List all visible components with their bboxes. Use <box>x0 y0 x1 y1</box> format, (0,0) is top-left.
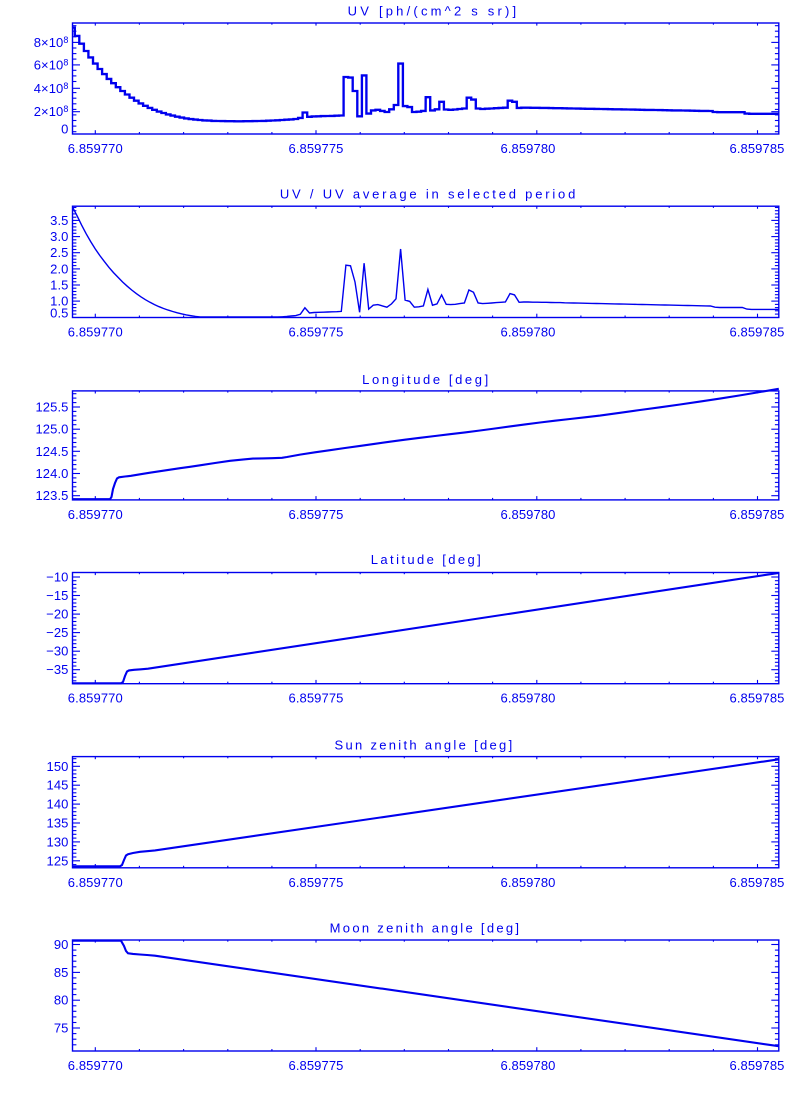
svg-text:0.5: 0.5 <box>50 306 68 321</box>
svg-text:UV / UV average in selected pe: UV / UV average in selected period <box>280 187 578 202</box>
svg-text:6.859770: 6.859770 <box>68 325 123 340</box>
svg-text:125: 125 <box>47 853 69 868</box>
svg-text:125.5: 125.5 <box>35 400 68 415</box>
svg-text:140: 140 <box>47 797 69 812</box>
svg-text:6.859775: 6.859775 <box>288 507 343 522</box>
svg-text:6.859785: 6.859785 <box>729 691 784 706</box>
svg-text:6.859780: 6.859780 <box>500 875 555 890</box>
svg-text:Sun zenith angle [deg]: Sun zenith angle [deg] <box>335 738 515 753</box>
svg-text:6.859775: 6.859775 <box>288 325 343 340</box>
svg-text:6.859770: 6.859770 <box>68 1058 123 1073</box>
svg-text:6.859775: 6.859775 <box>288 1058 343 1073</box>
svg-text:6.859780: 6.859780 <box>500 691 555 706</box>
svg-text:6.859780: 6.859780 <box>500 507 555 522</box>
svg-text:8×108: 8×108 <box>34 35 69 50</box>
svg-text:6.859780: 6.859780 <box>500 1058 555 1073</box>
svg-text:UV [ph/(cm^2 s sr)]: UV [ph/(cm^2 s sr)] <box>348 3 520 18</box>
svg-text:6.859785: 6.859785 <box>729 1058 784 1073</box>
svg-text:3.5: 3.5 <box>50 213 68 228</box>
svg-text:1.5: 1.5 <box>50 278 68 293</box>
svg-text:Moon zenith angle [deg]: Moon zenith angle [deg] <box>330 921 522 936</box>
svg-text:−15: −15 <box>46 588 68 603</box>
svg-text:6.859770: 6.859770 <box>68 141 123 156</box>
svg-text:−35: −35 <box>46 662 68 677</box>
svg-text:135: 135 <box>47 816 69 831</box>
svg-text:6.859785: 6.859785 <box>729 875 784 890</box>
svg-text:6.859785: 6.859785 <box>729 325 784 340</box>
svg-text:6.859770: 6.859770 <box>68 507 123 522</box>
svg-text:−25: −25 <box>46 625 68 640</box>
svg-text:2.5: 2.5 <box>50 245 68 260</box>
svg-text:6.859785: 6.859785 <box>729 141 784 156</box>
svg-text:6.859770: 6.859770 <box>68 875 123 890</box>
svg-text:6.859780: 6.859780 <box>500 141 555 156</box>
svg-text:130: 130 <box>47 834 69 849</box>
svg-text:2.0: 2.0 <box>50 261 68 276</box>
svg-text:124.0: 124.0 <box>35 466 68 481</box>
svg-text:6.859770: 6.859770 <box>68 691 123 706</box>
svg-text:−30: −30 <box>46 644 68 659</box>
svg-text:145: 145 <box>47 778 69 793</box>
svg-text:Latitude [deg]: Latitude [deg] <box>371 552 483 567</box>
svg-text:6×108: 6×108 <box>34 57 69 72</box>
svg-text:6.859775: 6.859775 <box>288 691 343 706</box>
svg-text:1.0: 1.0 <box>50 294 68 309</box>
svg-text:Longitude [deg]: Longitude [deg] <box>362 372 491 387</box>
svg-text:0: 0 <box>61 121 68 136</box>
svg-text:6.859775: 6.859775 <box>288 875 343 890</box>
svg-text:6.859775: 6.859775 <box>288 141 343 156</box>
svg-text:4×108: 4×108 <box>34 81 69 96</box>
svg-text:−20: −20 <box>46 607 68 622</box>
svg-text:123.5: 123.5 <box>35 488 68 503</box>
svg-text:90: 90 <box>54 937 69 952</box>
svg-text:85: 85 <box>54 965 69 980</box>
svg-text:80: 80 <box>54 993 69 1008</box>
svg-text:75: 75 <box>54 1021 69 1036</box>
svg-text:6.859785: 6.859785 <box>729 507 784 522</box>
svg-text:125.0: 125.0 <box>35 422 68 437</box>
svg-text:3.0: 3.0 <box>50 229 68 244</box>
svg-text:124.5: 124.5 <box>35 444 68 459</box>
svg-text:6.859780: 6.859780 <box>500 325 555 340</box>
svg-text:2×108: 2×108 <box>34 104 69 119</box>
svg-text:150: 150 <box>47 759 69 774</box>
svg-text:−10: −10 <box>46 570 68 585</box>
